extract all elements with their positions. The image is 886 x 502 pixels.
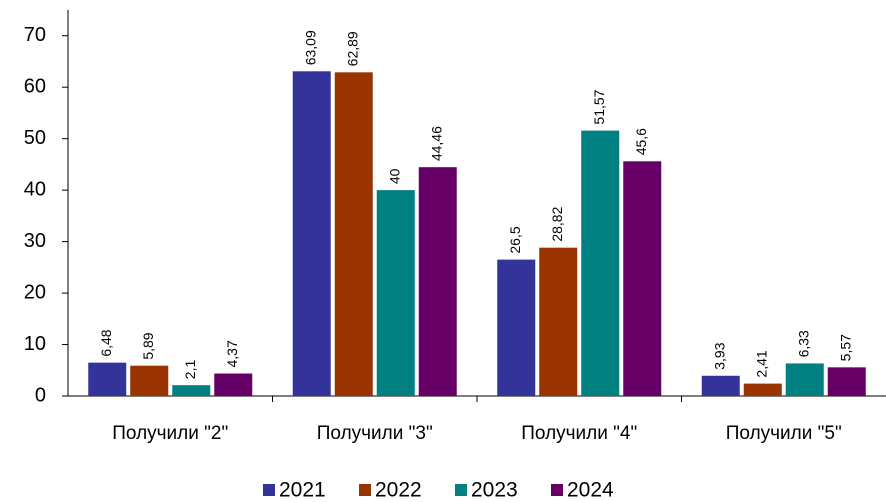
bar: [785, 363, 824, 396]
value-label: 45,6: [633, 128, 649, 155]
y-tick-label: 10: [24, 333, 46, 355]
y-tick-label: 50: [24, 127, 46, 149]
bar: [743, 383, 782, 396]
value-label: 2,1: [182, 360, 198, 380]
bar: [623, 161, 662, 396]
value-label: 6,33: [795, 330, 811, 357]
legend-swatch: [455, 484, 467, 496]
bar: [130, 365, 169, 396]
y-tick-label: 20: [24, 281, 46, 303]
y-tick-label: 0: [35, 384, 46, 406]
bar: [827, 367, 866, 396]
bar: [214, 373, 253, 396]
y-tick-label: 30: [24, 230, 46, 252]
value-label: 5,57: [837, 334, 853, 361]
value-label: 63,09: [302, 30, 318, 65]
legend-label: 2023: [471, 479, 518, 502]
x-tick-label: Получили "4": [521, 423, 637, 444]
y-tick-label: 70: [24, 24, 46, 46]
bar: [172, 385, 211, 396]
legend-label: 2022: [375, 479, 422, 502]
x-tick-label: Получили "2": [112, 423, 228, 444]
value-label: 40: [386, 168, 402, 184]
value-label: 2,41: [753, 350, 769, 377]
legend-swatch: [359, 484, 371, 496]
bar: [497, 259, 536, 396]
bar: [292, 71, 331, 396]
bar: [418, 167, 457, 396]
value-label: 44,46: [428, 126, 444, 161]
y-tick-label: 40: [24, 178, 46, 200]
value-label: 5,89: [140, 332, 156, 359]
bar: [376, 190, 415, 396]
value-label: 51,57: [591, 89, 607, 124]
value-label: 3,93: [711, 342, 727, 369]
legend-swatch: [551, 484, 563, 496]
bar: [334, 72, 373, 396]
value-label: 62,89: [344, 31, 360, 66]
value-label: 26,5: [507, 226, 523, 253]
x-tick-label: Получили "3": [317, 423, 433, 444]
bar: [701, 375, 740, 396]
value-label: 6,48: [98, 329, 114, 356]
value-label: 28,82: [549, 206, 565, 241]
legend-swatch: [263, 484, 275, 496]
value-label: 4,37: [224, 340, 240, 367]
legend-label: 2024: [567, 479, 614, 502]
bar: [581, 130, 620, 396]
bar: [88, 362, 127, 396]
legend-label: 2021: [279, 479, 326, 502]
x-tick-label: Получили "5": [726, 423, 842, 444]
y-tick-label: 60: [24, 75, 46, 97]
bar: [539, 247, 578, 396]
